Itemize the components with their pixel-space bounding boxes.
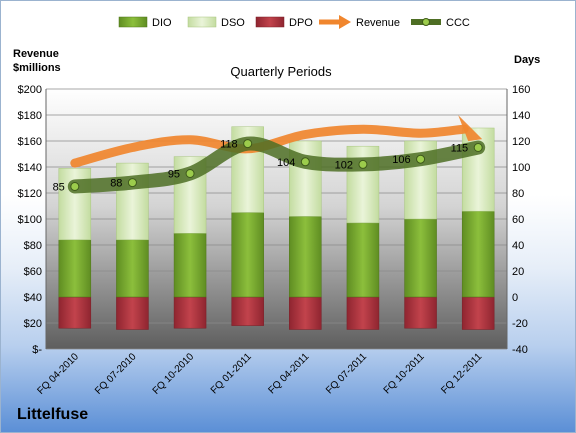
legend-swatch [255, 16, 285, 28]
bar-dio [231, 212, 264, 298]
left-axis-label-line1: Revenue [13, 48, 59, 60]
bar-dio [461, 210, 495, 298]
legend-swatch [187, 16, 217, 28]
left-tick-label: $80 [24, 240, 42, 252]
category-label: FQ 12-2011 [439, 351, 484, 396]
ccc-line [67, 136, 486, 194]
ccc-data-label: 85 [53, 182, 65, 194]
left-tick-label: $140 [18, 162, 42, 174]
right-tick-label: 120 [512, 136, 530, 148]
left-tick-label: $160 [18, 136, 42, 148]
left-tick-label: $20 [24, 318, 42, 330]
right-tick-label: 0 [512, 292, 518, 304]
ccc-data-label: 88 [110, 178, 122, 190]
company-name: Littelfuse [17, 406, 89, 423]
left-tick-label: $60 [24, 266, 42, 278]
right-tick-label: 140 [512, 110, 530, 122]
bar-dio [289, 216, 322, 298]
bar-dio [58, 239, 92, 298]
right-axis-label: Days [514, 54, 540, 66]
bar-dpo [116, 296, 149, 330]
right-tick-label: 80 [512, 188, 524, 200]
right-tick-label: -20 [512, 318, 528, 330]
bar-dpo [346, 296, 380, 330]
bar-dso [461, 127, 495, 212]
category-label: FQ 10-2010 [151, 351, 197, 397]
left-tick-label: $100 [18, 214, 42, 226]
revenue-arrowhead [458, 115, 483, 142]
category-label: FQ 04-2010 [35, 351, 81, 397]
left-tick-label: $- [32, 344, 42, 356]
legend-label: DPO [289, 17, 313, 29]
bar-dio [173, 233, 207, 298]
left-tick-label: $120 [18, 188, 42, 200]
bar-dpo [461, 296, 495, 330]
legend-label: CCC [446, 17, 470, 29]
ccc-point [300, 157, 310, 167]
ccc-point [473, 143, 483, 152]
ccc-data-label: 102 [335, 159, 353, 171]
legend-label: DSO [221, 17, 245, 29]
right-tick-label: 20 [512, 266, 524, 278]
bar-dio [116, 239, 149, 298]
bar-dio [404, 218, 437, 298]
category-label: FQ 01-2011 [209, 351, 254, 396]
ccc-data-label: 115 [451, 143, 469, 155]
bar-dpo [289, 296, 322, 330]
ccc-point [243, 139, 253, 149]
ccc-data-label: 118 [220, 139, 238, 151]
ccc-data-label: 95 [168, 169, 180, 181]
bar-dpo [404, 296, 437, 329]
legend-marker [422, 18, 430, 26]
category-label: FQ 04-2011 [266, 351, 311, 396]
category-label: FQ 07-2010 [93, 351, 139, 397]
legend-label: Revenue [356, 17, 400, 29]
right-tick-label: 100 [512, 162, 530, 174]
ccc-data-label: 104 [277, 157, 295, 169]
left-tick-label: $40 [24, 292, 42, 304]
left-tick-label: $200 [18, 84, 42, 96]
right-tick-label: 40 [512, 240, 524, 252]
revenue-line [70, 124, 469, 168]
bar-dpo [231, 296, 264, 326]
ccc-point [416, 154, 426, 164]
right-tick-label: 60 [512, 214, 524, 226]
legend-arrowhead [339, 15, 351, 29]
ccc-data-label: 106 [392, 154, 410, 166]
ccc-point [358, 159, 368, 169]
ccc-point [127, 178, 137, 188]
chart-title: Quarterly Periods [230, 64, 332, 79]
ccc-point [185, 169, 195, 178]
legend-swatch [118, 16, 148, 28]
category-label: FQ 10-2011 [382, 351, 427, 396]
ccc-point [70, 182, 80, 191]
right-tick-label: -40 [512, 344, 528, 356]
left-tick-label: $180 [18, 110, 42, 122]
category-label: FQ 07-2011 [324, 351, 369, 396]
left-axis-label-line2: $millions [13, 62, 61, 74]
bar-dpo [173, 296, 207, 329]
right-tick-label: 160 [512, 84, 530, 96]
bar-dpo [58, 296, 92, 329]
legend-label: DIO [152, 17, 172, 29]
bar-dio [346, 222, 380, 298]
